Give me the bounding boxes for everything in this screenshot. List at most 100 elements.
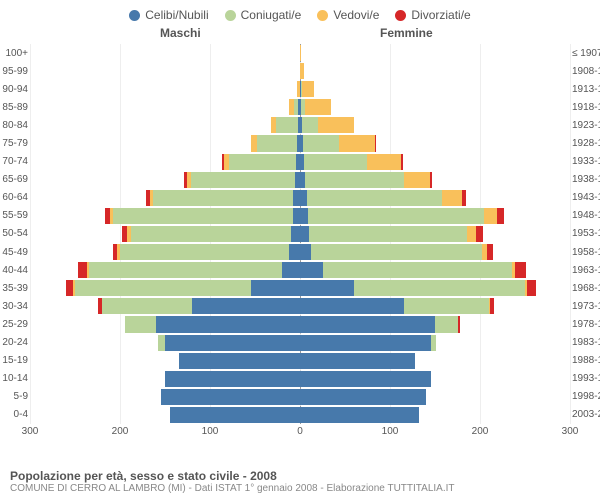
birth-year-label: 1918-1922 — [572, 98, 600, 116]
segment — [404, 298, 490, 314]
legend-dot — [129, 10, 140, 21]
birth-year-label: 1953-1957 — [572, 225, 600, 243]
segment — [251, 280, 301, 296]
bar-female — [300, 407, 419, 423]
segment — [300, 244, 311, 260]
segment — [75, 280, 251, 296]
segment — [120, 244, 289, 260]
x-axis: 3002001000100200300 — [30, 426, 570, 440]
age-label: 45-49 — [0, 243, 28, 261]
birth-year-label: 1963-1967 — [572, 261, 600, 279]
age-label: 60-64 — [0, 189, 28, 207]
age-label: 30-34 — [0, 297, 28, 315]
segment — [165, 335, 300, 351]
legend-item: Divorziati/e — [395, 8, 470, 22]
segment — [305, 172, 404, 188]
segment — [89, 262, 283, 278]
birth-year-label: 1933-1937 — [572, 153, 600, 171]
segment — [161, 389, 301, 405]
bar-male — [146, 190, 300, 206]
segment — [307, 190, 442, 206]
bar-female — [300, 262, 526, 278]
age-label: 20-24 — [0, 334, 28, 352]
pyramid-row — [30, 334, 570, 352]
bar-female — [300, 45, 301, 61]
legend-item: Coniugati/e — [225, 8, 302, 22]
segment — [300, 63, 304, 79]
pyramid-row — [30, 297, 570, 315]
age-label: 25-29 — [0, 315, 28, 333]
segment — [300, 389, 426, 405]
bar-female — [300, 135, 376, 151]
segment — [131, 226, 291, 242]
y-right-labels: ≤ 19071908-19121913-19171918-19221923-19… — [572, 44, 600, 424]
age-label: 85-89 — [0, 98, 28, 116]
bar-male — [251, 135, 300, 151]
bar-male — [113, 244, 300, 260]
segment — [527, 280, 536, 296]
segment — [305, 99, 330, 115]
pyramid-row — [30, 62, 570, 80]
segment — [304, 154, 367, 170]
x-tick: 0 — [297, 426, 303, 437]
pyramid-row — [30, 370, 570, 388]
x-tick: 300 — [562, 426, 579, 437]
segment — [311, 244, 482, 260]
bar-male — [289, 99, 300, 115]
segment — [257, 135, 298, 151]
bar-female — [300, 99, 331, 115]
bar-male — [222, 154, 300, 170]
bar-female — [300, 117, 354, 133]
segment — [125, 316, 157, 332]
bar-female — [300, 316, 460, 332]
x-tick: 300 — [22, 426, 39, 437]
legend: Celibi/NubiliConiugati/eVedovi/eDivorzia… — [0, 0, 600, 26]
bar-female — [300, 244, 493, 260]
legend-item: Celibi/Nubili — [129, 8, 208, 22]
age-label: 5-9 — [0, 388, 28, 406]
segment — [458, 316, 460, 332]
x-tick: 100 — [202, 426, 219, 437]
segment — [293, 190, 300, 206]
segment — [339, 135, 375, 151]
segment — [229, 154, 297, 170]
segment — [191, 172, 295, 188]
segment — [102, 298, 192, 314]
segment — [282, 262, 300, 278]
plot-area: Fasce di età Anni di nascita 100+95-9990… — [30, 44, 570, 424]
segment — [66, 280, 73, 296]
segment — [300, 45, 301, 61]
legend-dot — [317, 10, 328, 21]
footer-sub: COMUNE DI CERRO AL LAMBRO (MI) - Dati IS… — [10, 483, 590, 494]
segment — [467, 226, 476, 242]
segment — [401, 154, 403, 170]
birth-year-label: 1993-1997 — [572, 370, 600, 388]
birth-year-label: 1988-1992 — [572, 352, 600, 370]
birth-year-label: ≤ 1907 — [572, 44, 600, 62]
birth-year-label: 1958-1962 — [572, 243, 600, 261]
segment — [300, 407, 419, 423]
segment — [300, 335, 431, 351]
legend-label: Celibi/Nubili — [145, 8, 208, 22]
rows — [30, 44, 570, 424]
x-tick: 200 — [472, 426, 489, 437]
grid-line — [570, 44, 571, 424]
birth-year-label: 1928-1932 — [572, 134, 600, 152]
segment — [300, 190, 307, 206]
segment — [300, 371, 431, 387]
segment — [291, 226, 300, 242]
bar-male — [98, 298, 300, 314]
x-tick: 100 — [382, 426, 399, 437]
segment — [113, 208, 293, 224]
birth-year-label: 1968-1972 — [572, 279, 600, 297]
segment — [293, 208, 300, 224]
gender-labels: Maschi Femmine — [0, 26, 600, 44]
bar-female — [300, 81, 314, 97]
age-label: 35-39 — [0, 279, 28, 297]
pyramid-row — [30, 189, 570, 207]
x-tick: 200 — [112, 426, 129, 437]
segment — [300, 298, 404, 314]
y-left-labels: 100+95-9990-9485-8980-8475-7970-7465-696… — [0, 44, 28, 424]
legend-dot — [225, 10, 236, 21]
birth-year-label: 1913-1917 — [572, 80, 600, 98]
